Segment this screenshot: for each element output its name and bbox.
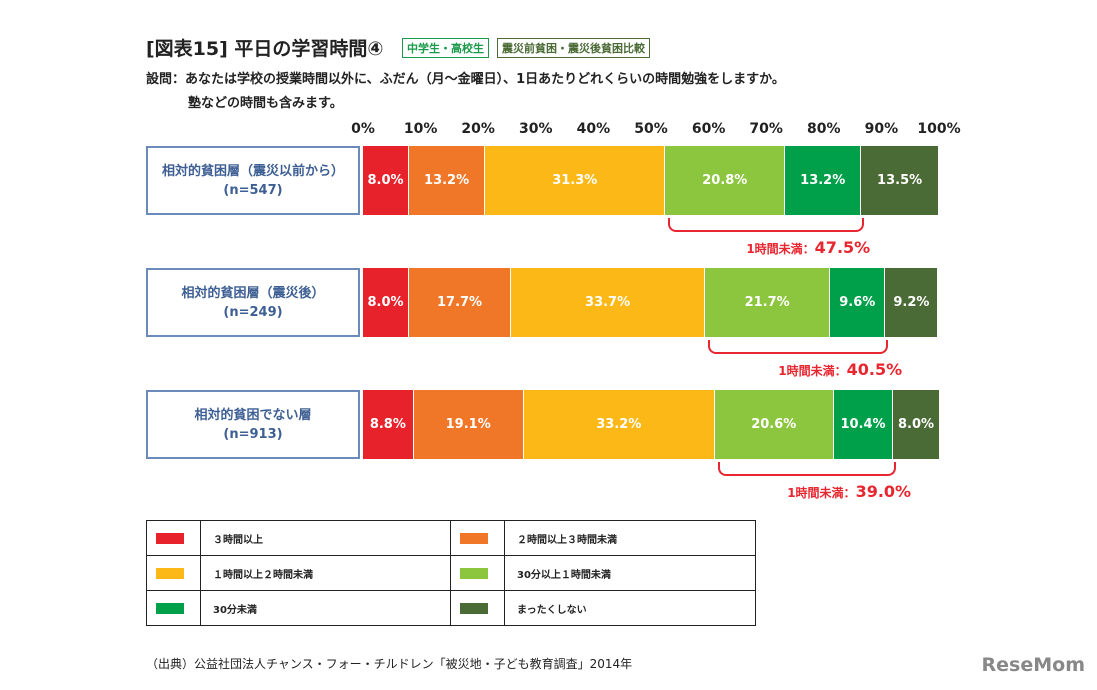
- tag-students: 中学生・高校生: [402, 38, 489, 58]
- legend-swatch: [460, 532, 488, 544]
- divider: [504, 521, 505, 555]
- legend-swatch: [460, 602, 488, 614]
- tick-label: 100%: [917, 121, 961, 137]
- tick-label: 10%: [403, 121, 438, 137]
- bar-segment: 19.1%: [413, 390, 524, 459]
- legend-label: まったくしない: [517, 604, 587, 616]
- legend-label: ２時間以上３時間未満: [517, 534, 617, 546]
- legend-label: 30分未満: [213, 604, 257, 616]
- bar-segment: 13.2%: [409, 146, 486, 215]
- annotation: 1時間未満：40.5%: [778, 360, 902, 379]
- legend: ３時間以上 ２時間以上３時間未満 １時間以上２時間未満 30分以上１時間未満 30分未満…: [146, 520, 756, 626]
- legend-swatch: [156, 567, 184, 579]
- row-label: 相対的貧困層（震災後） (n=249): [146, 268, 360, 337]
- legend-item: 30分以上１時間未満: [451, 556, 755, 591]
- bar-segment: 13.2%: [785, 146, 862, 215]
- bracket: [668, 218, 865, 232]
- tick-label: 30%: [519, 121, 553, 137]
- annotation-label: 1時間未満：: [778, 364, 847, 378]
- bar-segment: 17.7%: [409, 268, 512, 337]
- bar-segment: 33.2%: [523, 390, 715, 459]
- legend-swatch: [156, 602, 184, 614]
- annotation-label: 1時間未満：: [746, 242, 815, 256]
- divider: [504, 591, 505, 625]
- annotation: 1時間未満：47.5%: [746, 238, 870, 257]
- legend-label: １時間以上２時間未満: [213, 569, 313, 581]
- tag-comparison: 震災前貧困・震災後貧困比較: [497, 38, 650, 58]
- source-note: （出典）公益社団法人チャンス・フォー・チルドレン「被災地・子ども教育調査」201…: [146, 657, 633, 671]
- legend-swatch: [460, 567, 488, 579]
- category-label: 相対的貧困でない層: [194, 407, 312, 423]
- tick-label: 70%: [749, 121, 783, 137]
- bar-segment: 20.8%: [665, 146, 786, 215]
- tick-label: 60%: [691, 121, 726, 137]
- bar-segment: 9.2%: [885, 268, 939, 337]
- bar-segment: 13.5%: [861, 146, 939, 215]
- legend-item: １時間以上２時間未満: [147, 556, 451, 591]
- tick-label: 50%: [634, 121, 668, 137]
- row-label: 相対的貧困でない層 (n=913): [146, 390, 360, 459]
- tick-label: 20%: [461, 121, 495, 137]
- legend-item: まったくしない: [451, 591, 755, 625]
- category-label: 相対的貧困層（震災以前から）: [161, 163, 344, 179]
- divider: [504, 556, 505, 590]
- bar-segment: 21.7%: [705, 268, 831, 337]
- chart-title: [図表15] 平日の学習時間④: [146, 38, 384, 60]
- legend-label: ３時間以上: [213, 534, 263, 546]
- annotation-value: 39.0%: [855, 482, 912, 501]
- annotation: 1時間未満：39.0%: [787, 482, 911, 501]
- legend-item: ２時間以上３時間未満: [451, 521, 755, 556]
- bar-segment: 8.0%: [893, 390, 940, 459]
- divider: [200, 591, 201, 625]
- bar-segment: 9.6%: [830, 268, 886, 337]
- sample-size: (n=249): [223, 304, 283, 320]
- bar-segment: 8.0%: [363, 146, 410, 215]
- bracket: [708, 340, 889, 354]
- tick-label: 90%: [864, 121, 899, 137]
- bar-segment: 33.7%: [511, 268, 706, 337]
- annotation-value: 47.5%: [814, 238, 871, 257]
- divider: [200, 521, 201, 555]
- legend-item: 30分未満: [147, 591, 451, 625]
- question-line1: 設問：あなたは学校の授業時間以外に、ふだん（月～金曜日）、1日あたりどれくらいの…: [146, 72, 785, 87]
- tick-label: 0%: [351, 121, 375, 137]
- bracket: [717, 462, 897, 476]
- category-label: 相対的貧困層（震災後）: [181, 285, 325, 301]
- legend-label: 30分以上１時間未満: [517, 569, 611, 581]
- tick-label: 80%: [807, 121, 841, 137]
- question-line2: 塾などの時間も含みます。: [188, 96, 343, 111]
- annotation-value: 40.5%: [846, 360, 903, 379]
- bar-segment: 8.0%: [363, 268, 410, 337]
- resemom-logo: ReseMom: [981, 654, 1085, 676]
- legend-item: ３時間以上: [147, 521, 451, 556]
- annotation-label: 1時間未満：: [787, 486, 856, 500]
- legend-swatch: [156, 532, 184, 544]
- sample-size: (n=547): [223, 182, 283, 198]
- bar-segment: 20.6%: [714, 390, 834, 459]
- tick-label: 40%: [576, 121, 611, 137]
- sample-size: (n=913): [223, 426, 283, 442]
- row-label: 相対的貧困層（震災以前から） (n=547): [146, 146, 360, 215]
- bar-segment: 8.8%: [363, 390, 414, 459]
- divider: [200, 556, 201, 590]
- bar-segment: 31.3%: [485, 146, 666, 215]
- bar-segment: 10.4%: [833, 390, 894, 459]
